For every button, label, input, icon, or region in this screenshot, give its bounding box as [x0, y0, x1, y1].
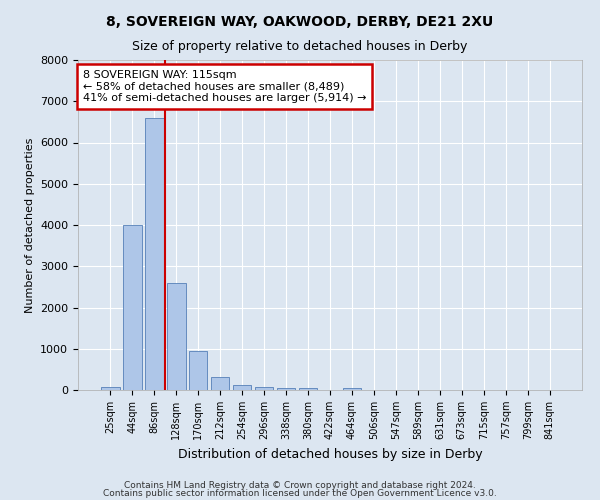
Text: Contains HM Land Registry data © Crown copyright and database right 2024.: Contains HM Land Registry data © Crown c…: [124, 480, 476, 490]
Bar: [277, 388, 295, 390]
Bar: [123, 225, 142, 390]
Bar: [299, 388, 317, 390]
Text: 8, SOVEREIGN WAY, OAKWOOD, DERBY, DE21 2XU: 8, SOVEREIGN WAY, OAKWOOD, DERBY, DE21 2…: [106, 15, 494, 29]
Bar: [211, 377, 229, 390]
X-axis label: Distribution of detached houses by size in Derby: Distribution of detached houses by size …: [178, 448, 482, 460]
Y-axis label: Number of detached properties: Number of detached properties: [25, 138, 35, 312]
Text: Contains public sector information licensed under the Open Government Licence v3: Contains public sector information licen…: [103, 490, 497, 498]
Bar: [145, 118, 164, 390]
Bar: [255, 386, 274, 390]
Text: Size of property relative to detached houses in Derby: Size of property relative to detached ho…: [133, 40, 467, 53]
Text: 8 SOVEREIGN WAY: 115sqm
← 58% of detached houses are smaller (8,489)
41% of semi: 8 SOVEREIGN WAY: 115sqm ← 58% of detache…: [83, 70, 367, 103]
Bar: [233, 384, 251, 390]
Bar: [101, 387, 119, 390]
Bar: [343, 388, 361, 390]
Bar: [167, 283, 185, 390]
Bar: [189, 351, 208, 390]
